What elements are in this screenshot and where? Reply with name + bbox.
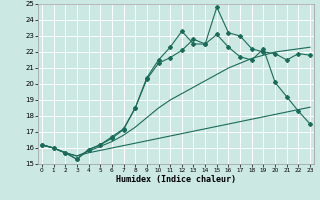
X-axis label: Humidex (Indice chaleur): Humidex (Indice chaleur): [116, 175, 236, 184]
